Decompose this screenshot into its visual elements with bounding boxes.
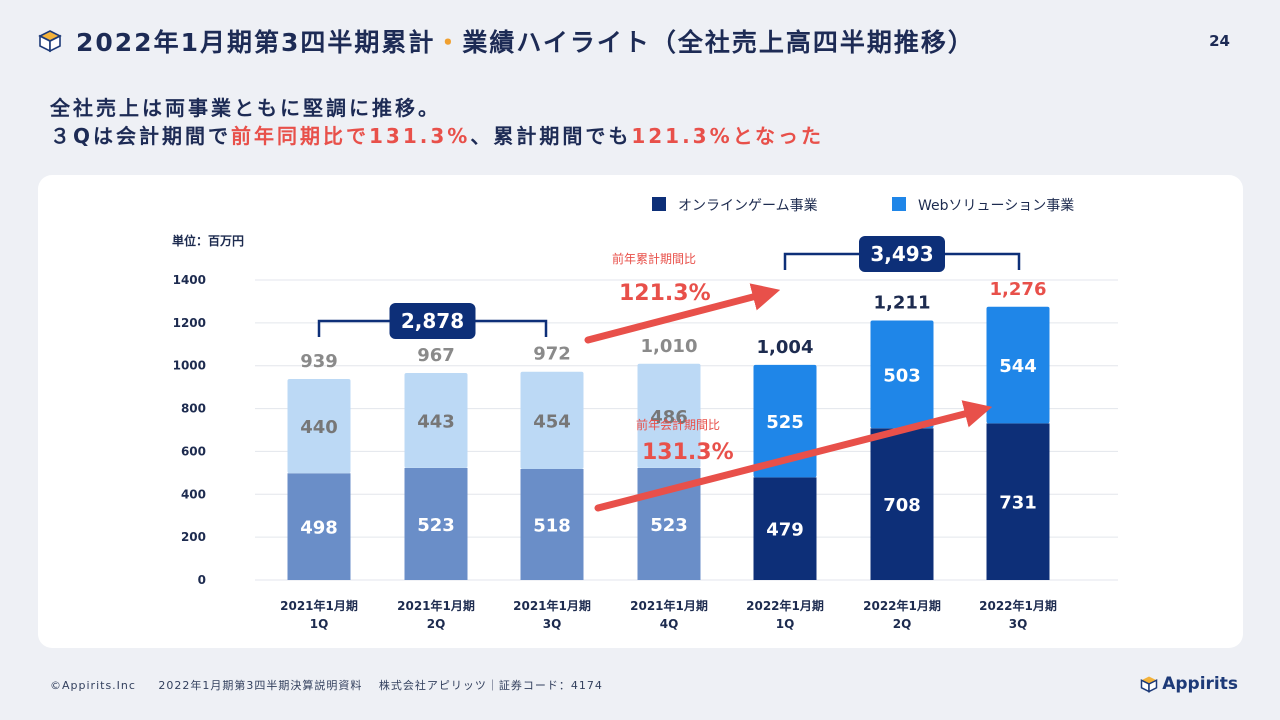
bar-web-solution	[287, 379, 351, 474]
y-tick-label: 1000	[173, 359, 206, 373]
y-tick-label: 200	[181, 530, 206, 544]
cube-icon	[38, 30, 62, 53]
page-title: 2022年1月期第3四半期累計・業績ハイライト（全社売上高四半期推移）	[76, 28, 975, 57]
bar-total-label: 1,211	[874, 293, 931, 314]
lead-line-2: ３Qは会計期間で前年同期比で131.3%、累計期間でも121.3%となった	[50, 124, 825, 148]
x-tick-label: 2021年1月期	[630, 598, 708, 613]
x-tick-label: 3Q	[543, 617, 562, 631]
bar-total-label: 967	[417, 345, 455, 366]
y-tick-label: 400	[181, 487, 206, 501]
cumulative-ratio-value: 121.3%	[619, 281, 711, 306]
bar-web-solution	[986, 306, 1050, 424]
bar-label-web-solution: 544	[999, 356, 1037, 377]
x-tick-label: 3Q	[1009, 617, 1028, 631]
cumulative-growth-arrow	[584, 283, 781, 344]
cumulative-prev-value: 2,878	[401, 309, 464, 333]
x-tick-label: 1Q	[776, 617, 795, 631]
title-row: 2022年1月期第3四半期累計・業績ハイライト（全社売上高四半期推移）	[38, 24, 975, 58]
y-tick-label: 800	[181, 402, 206, 416]
logo-cube-icon	[1140, 676, 1158, 693]
x-tick-label: 1Q	[310, 617, 329, 631]
bar-web-solution	[520, 371, 584, 469]
y-tick-label: 0	[198, 573, 206, 587]
x-tick-label: 2022年1月期	[746, 598, 824, 613]
bar-label-online-game: 708	[883, 495, 921, 516]
cumulative-prev-box	[389, 303, 476, 339]
bar-online-game	[404, 467, 468, 580]
bar-web-solution	[870, 320, 934, 429]
quarter-ratio-label: 前年会計期間比	[636, 417, 720, 432]
x-tick-label: 4Q	[660, 617, 679, 631]
x-tick-label: 2021年1月期	[280, 598, 358, 613]
bar-label-online-game: 518	[533, 516, 571, 537]
legend-label-online-game: オンラインゲーム事業	[678, 198, 818, 214]
bar-label-online-game: 523	[417, 515, 455, 536]
bar-web-solution	[753, 364, 817, 478]
cumulative-curr-box	[859, 236, 945, 272]
legend-label-web-solution: Webソリューション事業	[918, 198, 1074, 214]
x-tick-label: 2022年1月期	[863, 598, 941, 613]
bar-total-label: 1,010	[641, 336, 698, 357]
unit-label: 単位：百万円	[172, 233, 244, 248]
bar-label-online-game: 479	[766, 520, 804, 541]
x-tick-label: 2021年1月期	[397, 598, 475, 613]
quarter-growth-arrow	[594, 400, 993, 512]
company-logo: Appirits	[1140, 674, 1238, 694]
x-tick-label: 2Q	[427, 617, 446, 631]
legend-swatch-online-game	[652, 197, 666, 211]
bar-total-label: 1,276	[990, 279, 1047, 300]
cumulative-curr-value: 3,493	[870, 242, 933, 266]
bar-label-online-game: 731	[999, 493, 1037, 514]
footer-text: ©Appirits.Inc 2022年1月期第3四半期決算説明資料 株式会社アピ…	[50, 679, 603, 692]
cumulative-ratio-label: 前年累計期間比	[612, 251, 696, 266]
bar-web-solution	[404, 373, 468, 468]
bar-label-online-game: 523	[650, 515, 688, 536]
bar-label-web-solution: 503	[883, 365, 921, 386]
x-tick-label: 2022年1月期	[979, 598, 1057, 613]
bar-label-web-solution: 454	[533, 411, 571, 432]
bar-online-game	[986, 423, 1050, 580]
bar-web-solution	[637, 363, 701, 468]
bar-online-game	[287, 473, 351, 580]
bar-online-game	[520, 469, 584, 580]
page-number: 24	[1209, 32, 1230, 50]
x-tick-label: 2Q	[893, 617, 912, 631]
bar-total-label: 972	[533, 344, 571, 365]
bar-online-game	[753, 477, 817, 580]
x-tick-label: 2021年1月期	[513, 598, 591, 613]
lead-line-1: 全社売上は両事業ともに堅調に推移。	[50, 96, 441, 120]
y-tick-label: 1200	[173, 316, 206, 330]
bar-online-game	[870, 428, 934, 580]
bar-label-web-solution: 440	[300, 417, 338, 438]
bar-total-label: 939	[300, 351, 338, 372]
bar-label-web-solution: 525	[766, 412, 804, 433]
bar-label-web-solution: 443	[417, 411, 455, 432]
bar-label-online-game: 498	[300, 518, 338, 539]
bar-label-web-solution: 486	[650, 407, 688, 428]
bar-total-label: 1,004	[757, 337, 814, 358]
y-tick-label: 600	[181, 444, 206, 458]
y-tick-label: 1400	[173, 273, 206, 287]
legend-swatch-web-solution	[892, 197, 906, 211]
quarter-ratio-value: 131.3%	[642, 440, 734, 465]
